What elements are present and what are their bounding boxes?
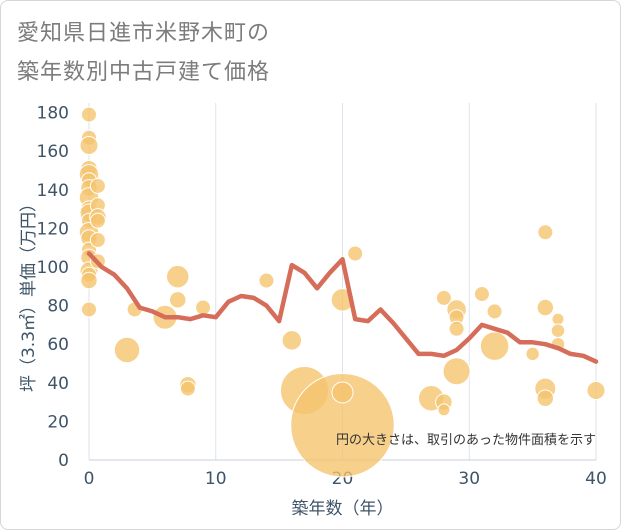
- average-price-line: [86, 251, 599, 364]
- bubble-series: [78, 106, 606, 478]
- x-tick-40: 40: [585, 469, 607, 489]
- bubble-point-56: [551, 312, 565, 326]
- x-axis-label: 築年数（年）: [292, 499, 394, 519]
- y-axis-label: 坪（3.3㎡）単価（万円）: [19, 195, 39, 392]
- bubble-point-22: [89, 212, 106, 229]
- y-tick-60: 60: [47, 335, 69, 355]
- x-tick-0: 0: [84, 469, 95, 489]
- bubble-point-18: [81, 301, 97, 318]
- x-tick-10: 10: [205, 469, 227, 489]
- chart-title-line-2: 築年数別中古戸建て価格: [17, 60, 271, 85]
- x-tick-30: 30: [458, 469, 480, 489]
- bubble-point-51: [525, 346, 540, 362]
- bubble-point-49: [486, 303, 503, 320]
- y-tick-20: 20: [47, 412, 69, 432]
- bubble-point-39: [347, 245, 364, 262]
- bubble-point-53: [536, 298, 555, 317]
- y-tick-40: 40: [47, 374, 69, 394]
- y-tick-120: 120: [37, 219, 69, 239]
- bubble-point-31: [179, 380, 196, 397]
- bubble-point-48: [473, 286, 490, 303]
- y-tick-140: 140: [37, 181, 69, 201]
- bubble-point-47: [442, 357, 471, 386]
- bubble-point-32: [195, 299, 212, 316]
- bubble-point-37: [331, 381, 354, 404]
- bubble-point-0: [81, 106, 97, 123]
- bubble-point-19: [89, 177, 106, 194]
- bubble-point-41: [435, 289, 452, 306]
- chart-title-line-1: 愛知県日進市米野木町の: [17, 21, 271, 46]
- bubble-point-17: [80, 271, 98, 290]
- bubble-point-23: [89, 232, 106, 249]
- x-axis-ticks: 0 10 20 30 40: [84, 469, 607, 489]
- bubble-point-59: [586, 381, 606, 401]
- bubble-point-43: [437, 403, 451, 417]
- bubble-point-2: [79, 135, 99, 155]
- bubble-point-29: [168, 291, 187, 309]
- bubble-point-36: [290, 373, 395, 478]
- y-tick-180: 180: [37, 104, 69, 124]
- y-tick-100: 100: [37, 258, 69, 278]
- bubble-point-57: [550, 323, 566, 338]
- y-tick-80: 80: [47, 297, 69, 317]
- bubble-point-34: [281, 330, 303, 351]
- bubble-point-50: [479, 331, 510, 361]
- bubble-point-55: [536, 389, 555, 407]
- bubble-point-33: [258, 272, 275, 289]
- bubble-point-46: [448, 320, 465, 337]
- bubble-point-52: [537, 224, 554, 241]
- y-axis-ticks: 0 20 40 60 80 100 120 140 160 180: [37, 104, 69, 471]
- bubble-point-25: [113, 336, 141, 364]
- y-tick-0: 0: [58, 451, 69, 471]
- bubble-size-note: 円の大きさは、取引のあった物件面積を示す: [336, 433, 596, 448]
- y-tick-160: 160: [37, 142, 69, 162]
- bubble-point-28: [165, 264, 190, 289]
